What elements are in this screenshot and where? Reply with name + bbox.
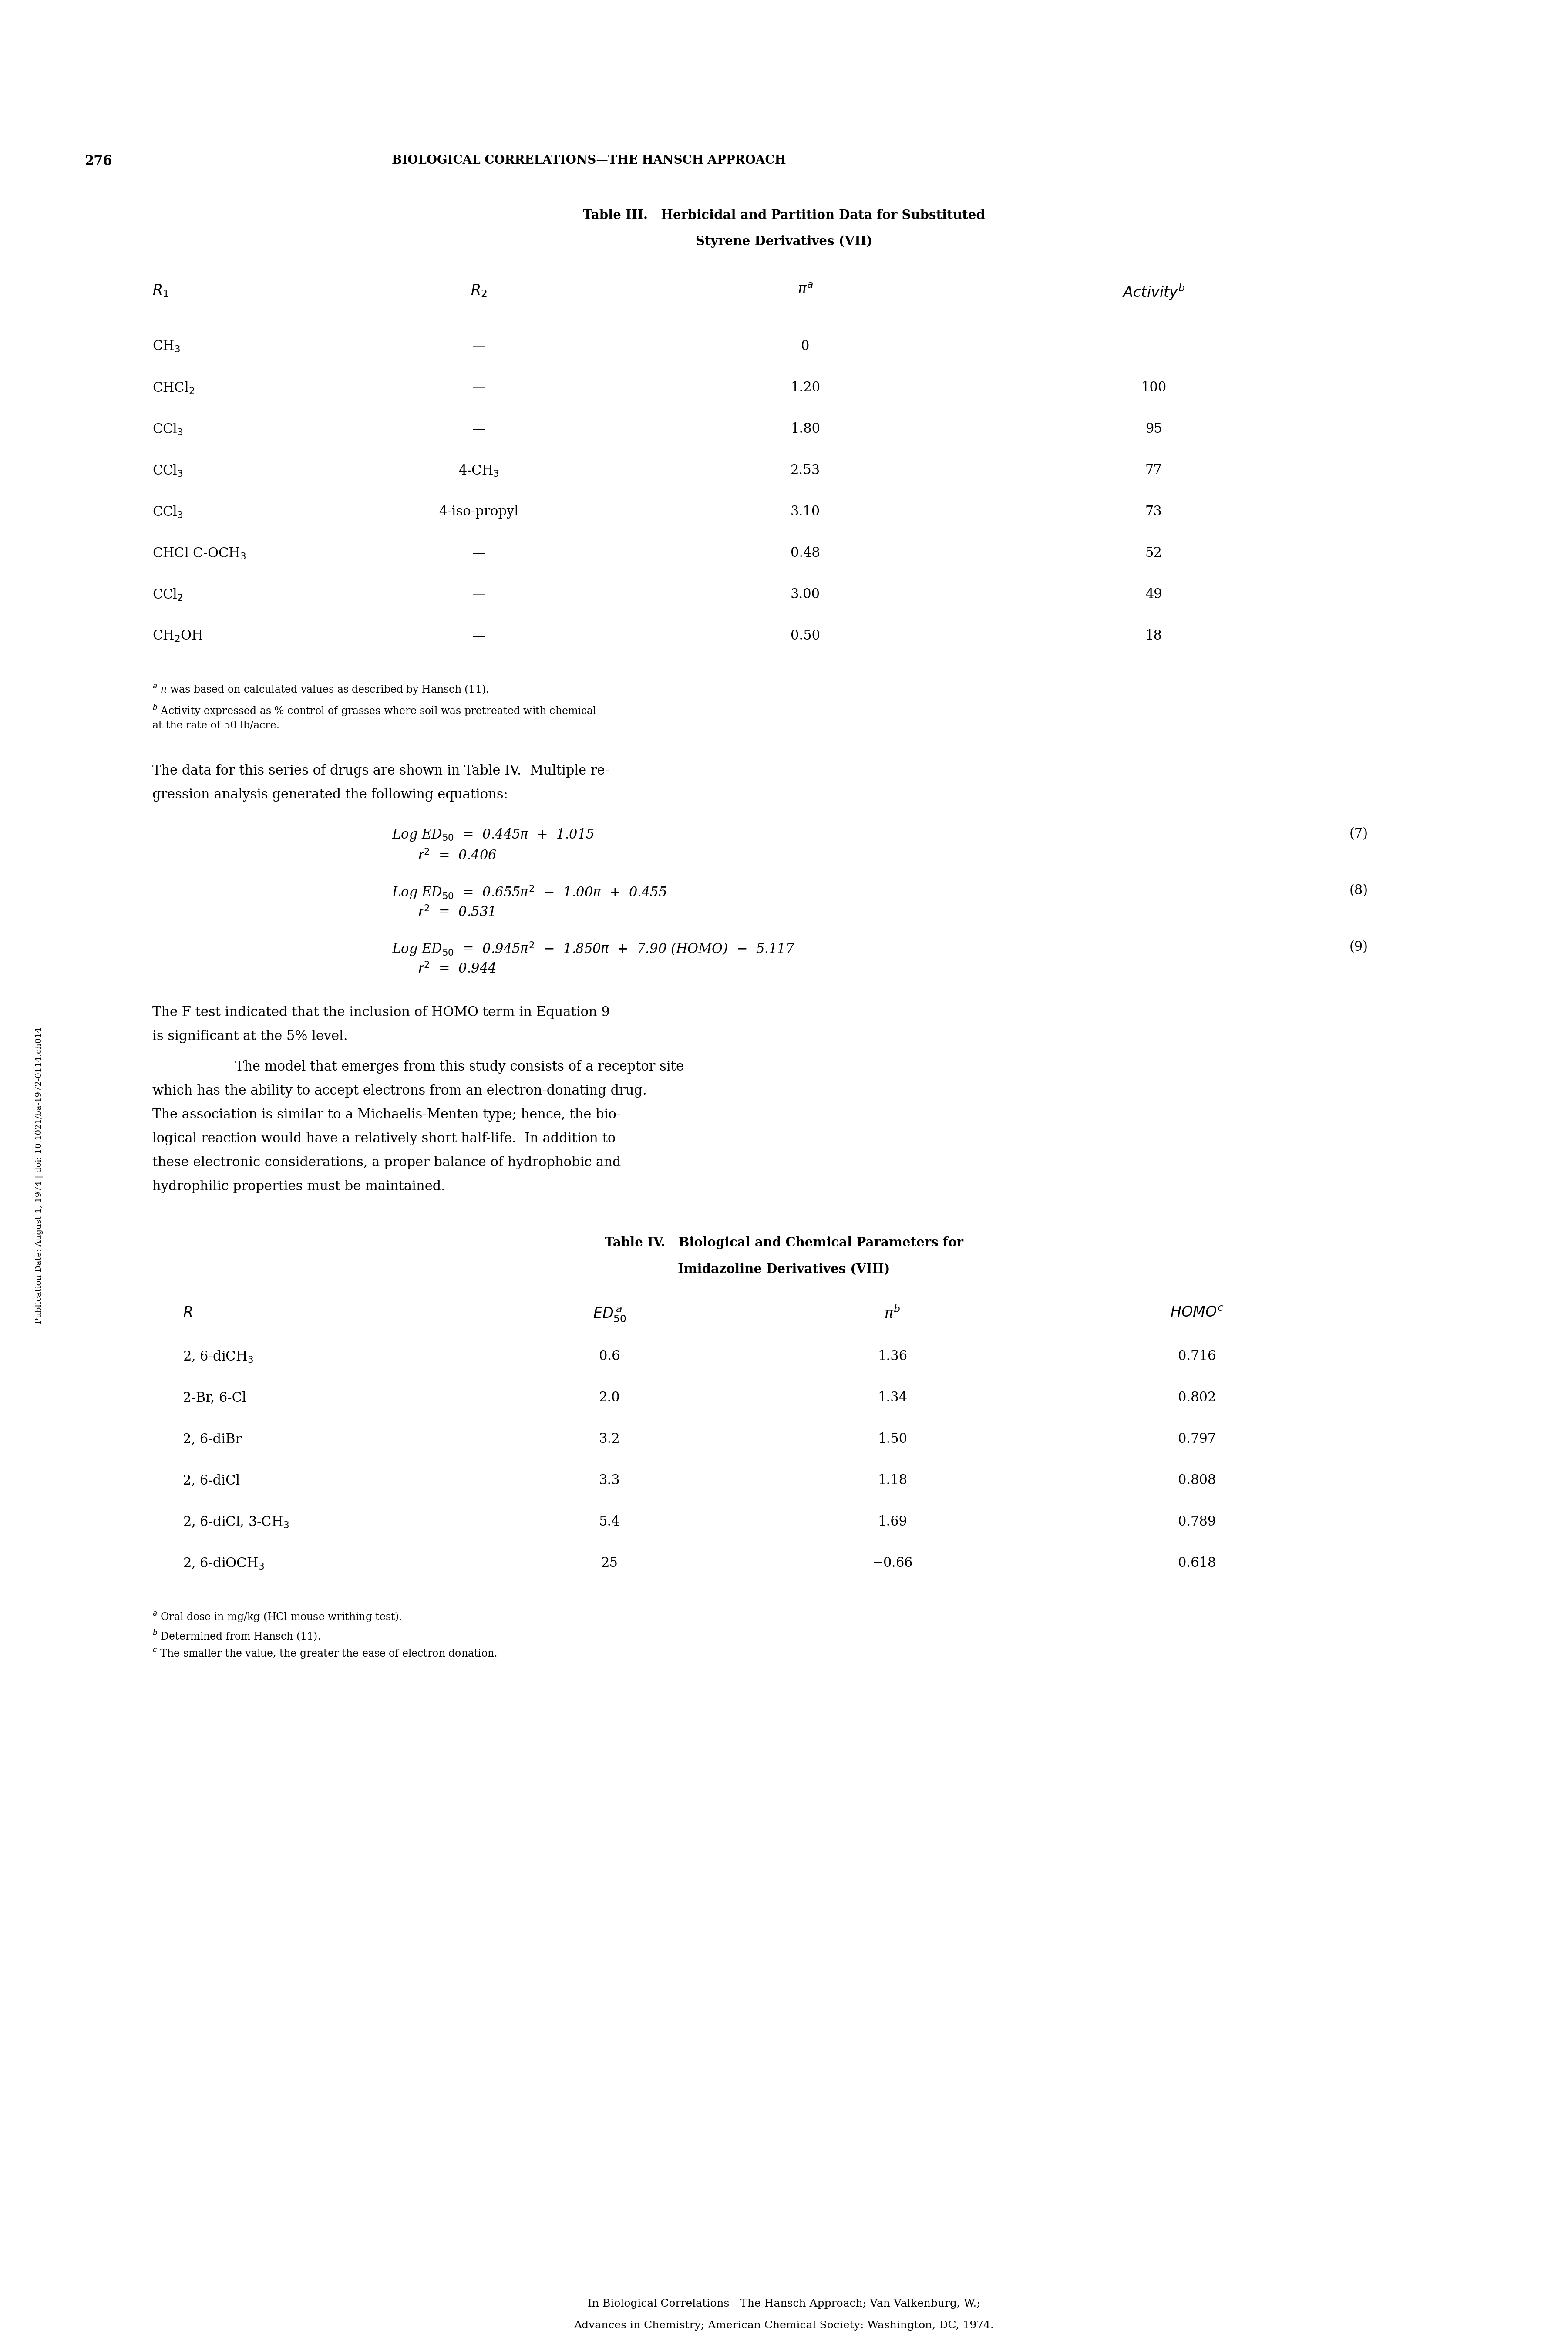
- Text: 2, 6-diCH$_3$: 2, 6-diCH$_3$: [183, 1349, 254, 1364]
- Text: $R$: $R$: [183, 1307, 193, 1319]
- Text: $r^2$  =  0.944: $r^2$ = 0.944: [419, 962, 495, 976]
- Text: CH$_2$OH: CH$_2$OH: [152, 630, 204, 644]
- Text: 5.4: 5.4: [599, 1514, 619, 1528]
- Text: $\mathit{Activity}^b$: $\mathit{Activity}^b$: [1123, 282, 1185, 301]
- Text: 2.0: 2.0: [599, 1392, 619, 1404]
- Text: (8): (8): [1350, 884, 1369, 898]
- Text: CCl$_3$: CCl$_3$: [152, 505, 183, 520]
- Text: 77: 77: [1145, 463, 1162, 477]
- Text: In Biological Correlations—The Hansch Approach; Van Valkenburg, W.;: In Biological Correlations—The Hansch Ap…: [588, 2299, 980, 2309]
- Text: $\mathit{ED}_{50}^{\,a}$: $\mathit{ED}_{50}^{\,a}$: [593, 1307, 626, 1324]
- Text: 1.69: 1.69: [878, 1514, 908, 1528]
- Text: CCl$_3$: CCl$_3$: [152, 463, 183, 477]
- Text: Publication Date: August 1, 1974 | doi: 10.1021/ba-1972-0114.ch014: Publication Date: August 1, 1974 | doi: …: [34, 1027, 44, 1324]
- Text: 0.789: 0.789: [1178, 1514, 1217, 1528]
- Text: —: —: [472, 545, 486, 560]
- Text: 0.6: 0.6: [599, 1349, 619, 1364]
- Text: 18: 18: [1145, 630, 1162, 642]
- Text: $\pi^b$: $\pi^b$: [884, 1307, 900, 1321]
- Text: 3.10: 3.10: [790, 505, 820, 520]
- Text: Log ED$_{50}$  =  0.945$\pi^2$  $-$  1.850$\pi$  +  7.90 (HOMO)  $-$  5.117: Log ED$_{50}$ = 0.945$\pi^2$ $-$ 1.850$\…: [392, 940, 795, 957]
- Text: 1.36: 1.36: [878, 1349, 908, 1364]
- Text: 276: 276: [85, 155, 113, 167]
- Text: Styrene Derivatives (VII): Styrene Derivatives (VII): [696, 235, 872, 247]
- Text: 3.00: 3.00: [790, 588, 820, 602]
- Text: 1.80: 1.80: [790, 423, 820, 435]
- Text: —: —: [472, 588, 486, 602]
- Text: which has the ability to accept electrons from an electron-donating drug.: which has the ability to accept electron…: [152, 1084, 646, 1098]
- Text: is significant at the 5% level.: is significant at the 5% level.: [152, 1030, 348, 1044]
- Text: 49: 49: [1145, 588, 1162, 602]
- Text: 4-CH$_3$: 4-CH$_3$: [458, 463, 499, 477]
- Text: Log ED$_{50}$  =  0.655$\pi^2$  $-$  1.00$\pi$  +  0.455: Log ED$_{50}$ = 0.655$\pi^2$ $-$ 1.00$\p…: [392, 884, 666, 900]
- Text: (7): (7): [1350, 828, 1369, 842]
- Text: —: —: [472, 339, 486, 353]
- Text: $^c$ The smaller the value, the greater the ease of electron donation.: $^c$ The smaller the value, the greater …: [152, 1648, 497, 1660]
- Text: at the rate of 50 lb/acre.: at the rate of 50 lb/acre.: [152, 719, 279, 731]
- Text: Log ED$_{50}$  =  0.445$\pi$  +  1.015: Log ED$_{50}$ = 0.445$\pi$ + 1.015: [392, 828, 594, 842]
- Text: 4-iso-propyl: 4-iso-propyl: [439, 505, 519, 520]
- Text: 0.808: 0.808: [1178, 1474, 1217, 1488]
- Text: Advances in Chemistry; American Chemical Society: Washington, DC, 1974.: Advances in Chemistry; American Chemical…: [574, 2320, 994, 2330]
- Text: 3.2: 3.2: [599, 1432, 619, 1446]
- Text: $R_2$: $R_2$: [470, 282, 488, 299]
- Text: —: —: [472, 381, 486, 395]
- Text: $^b$ Activity expressed as % control of grasses where soil was pretreated with c: $^b$ Activity expressed as % control of …: [152, 703, 596, 717]
- Text: 2, 6-diCl, 3-CH$_3$: 2, 6-diCl, 3-CH$_3$: [183, 1514, 289, 1531]
- Text: CCl$_3$: CCl$_3$: [152, 423, 183, 437]
- Text: —: —: [472, 423, 486, 435]
- Text: 2-Br, 6-Cl: 2-Br, 6-Cl: [183, 1392, 246, 1404]
- Text: $R_1$: $R_1$: [152, 282, 169, 299]
- Text: The F test indicated that the inclusion of HOMO term in Equation 9: The F test indicated that the inclusion …: [152, 1006, 610, 1020]
- Text: $\mathit{HOMO}^c$: $\mathit{HOMO}^c$: [1170, 1307, 1225, 1319]
- Text: —: —: [472, 630, 486, 642]
- Text: $^a$ Oral dose in mg/kg (HCl mouse writhing test).: $^a$ Oral dose in mg/kg (HCl mouse writh…: [152, 1610, 401, 1625]
- Text: $-$0.66: $-$0.66: [872, 1556, 913, 1570]
- Text: CHCl$_2$: CHCl$_2$: [152, 381, 194, 395]
- Text: 2, 6-diCl: 2, 6-diCl: [183, 1474, 240, 1488]
- Text: $^a$ $\pi$ was based on calculated values as described by Hansch (11).: $^a$ $\pi$ was based on calculated value…: [152, 684, 489, 696]
- Text: 25: 25: [601, 1556, 618, 1570]
- Text: 0.716: 0.716: [1178, 1349, 1217, 1364]
- Text: 0.48: 0.48: [790, 545, 820, 560]
- Text: hydrophilic properties must be maintained.: hydrophilic properties must be maintaine…: [152, 1180, 445, 1194]
- Text: 73: 73: [1145, 505, 1162, 520]
- Text: 3.3: 3.3: [599, 1474, 619, 1488]
- Text: CHCl C-OCH$_3$: CHCl C-OCH$_3$: [152, 545, 246, 562]
- Text: 1.18: 1.18: [878, 1474, 908, 1488]
- Text: The data for this series of drugs are shown in Table IV.  Multiple re-: The data for this series of drugs are sh…: [152, 764, 610, 778]
- Text: Table III.   Herbicidal and Partition Data for Substituted: Table III. Herbicidal and Partition Data…: [583, 209, 985, 221]
- Text: $^b$ Determined from Hansch (11).: $^b$ Determined from Hansch (11).: [152, 1629, 320, 1643]
- Text: 2, 6-diBr: 2, 6-diBr: [183, 1432, 241, 1446]
- Text: (9): (9): [1350, 940, 1369, 955]
- Text: $r^2$  =  0.531: $r^2$ = 0.531: [419, 905, 494, 919]
- Text: Table IV.   Biological and Chemical Parameters for: Table IV. Biological and Chemical Parame…: [605, 1237, 963, 1248]
- Text: 2, 6-diOCH$_3$: 2, 6-diOCH$_3$: [183, 1556, 263, 1570]
- Text: these electronic considerations, a proper balance of hydrophobic and: these electronic considerations, a prope…: [152, 1157, 621, 1168]
- Text: 0.797: 0.797: [1178, 1432, 1217, 1446]
- Text: 0: 0: [801, 339, 809, 353]
- Text: 52: 52: [1145, 545, 1162, 560]
- Text: The model that emerges from this study consists of a receptor site: The model that emerges from this study c…: [235, 1060, 684, 1074]
- Text: Imidazoline Derivatives (VIII): Imidazoline Derivatives (VIII): [677, 1262, 891, 1274]
- Text: logical reaction would have a relatively short half-life.  In addition to: logical reaction would have a relatively…: [152, 1131, 616, 1145]
- Text: 0.618: 0.618: [1178, 1556, 1217, 1570]
- Text: 95: 95: [1145, 423, 1162, 435]
- Text: 1.34: 1.34: [878, 1392, 908, 1404]
- Text: 1.20: 1.20: [790, 381, 820, 395]
- Text: 100: 100: [1142, 381, 1167, 395]
- Text: The association is similar to a Michaelis-Menten type; hence, the bio-: The association is similar to a Michaeli…: [152, 1107, 621, 1121]
- Text: 0.50: 0.50: [790, 630, 820, 642]
- Text: 1.50: 1.50: [878, 1432, 908, 1446]
- Text: $\pi^a$: $\pi^a$: [798, 282, 814, 296]
- Text: CH$_3$: CH$_3$: [152, 339, 180, 353]
- Text: 0.802: 0.802: [1178, 1392, 1217, 1404]
- Text: 2.53: 2.53: [790, 463, 820, 477]
- Text: $r^2$  =  0.406: $r^2$ = 0.406: [419, 849, 497, 863]
- Text: gression analysis generated the following equations:: gression analysis generated the followin…: [152, 788, 508, 802]
- Text: BIOLOGICAL CORRELATIONS—THE HANSCH APPROACH: BIOLOGICAL CORRELATIONS—THE HANSCH APPRO…: [392, 155, 786, 167]
- Text: CCl$_2$: CCl$_2$: [152, 588, 183, 602]
